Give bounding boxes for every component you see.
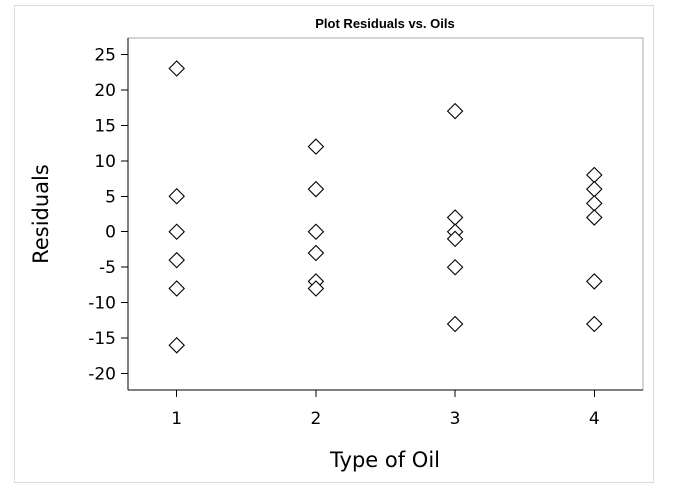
data-point — [586, 209, 603, 226]
data-point — [307, 280, 325, 297]
data-point — [446, 315, 464, 333]
data-point — [446, 258, 464, 276]
y-tick-label: 5 — [105, 187, 116, 207]
data-point — [307, 244, 325, 262]
data-point — [168, 337, 185, 354]
data-point — [307, 180, 325, 198]
x-tick-label: 2 — [310, 409, 321, 429]
chart-title: Plot Residuals vs. Oils — [315, 16, 454, 31]
data-point — [586, 166, 603, 184]
y-tick-label: 25 — [94, 45, 116, 65]
x-tick-label: 3 — [450, 409, 461, 429]
data-point — [446, 230, 464, 248]
data-point — [168, 251, 185, 269]
y-tick-label: 20 — [94, 81, 116, 101]
data-point — [586, 180, 603, 198]
data-point — [168, 280, 185, 297]
x-axis-label: Type of Oil — [329, 448, 440, 472]
y-tick-label: -5 — [99, 258, 116, 278]
x-tick-label: 1 — [171, 409, 182, 429]
y-axis-label: Residuals — [29, 164, 53, 264]
data-point — [307, 138, 325, 155]
x-tick-label: 4 — [589, 409, 600, 429]
y-tick-label: 15 — [94, 116, 116, 136]
y-tick-label: 0 — [105, 223, 116, 243]
data-point — [168, 187, 185, 205]
y-tick-label: -10 — [88, 294, 116, 314]
y-tick-label: -20 — [88, 365, 116, 385]
data-point — [168, 60, 185, 77]
data-points — [168, 60, 603, 354]
data-point — [446, 102, 464, 120]
data-point — [586, 195, 603, 212]
data-point — [307, 223, 325, 241]
data-point — [168, 223, 185, 241]
y-tick-label: -15 — [88, 329, 116, 349]
chart-frame — [14, 5, 654, 483]
plot-area — [127, 37, 644, 391]
y-axis-ticks: 25 20 15 10 5 0 -5 -10 -15 -20 — [88, 45, 128, 385]
y-tick-label: 10 — [94, 152, 116, 172]
x-axis-ticks: 1 2 3 4 — [171, 390, 600, 429]
data-point — [586, 273, 603, 290]
data-point — [586, 315, 603, 333]
data-point — [446, 209, 464, 226]
